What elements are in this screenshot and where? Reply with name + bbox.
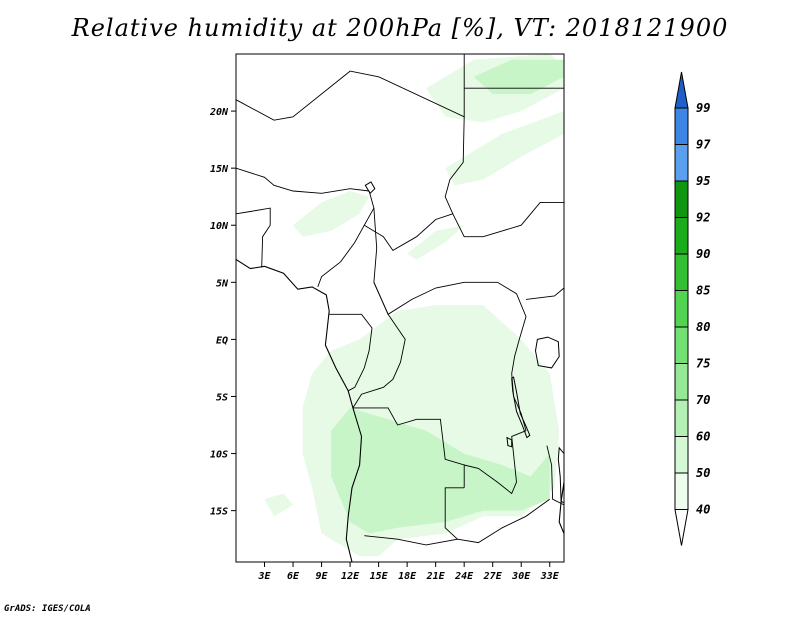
- lat-tick-label: 15S: [210, 507, 228, 518]
- colorbar-level-label: 92: [696, 211, 710, 225]
- lat-tick-label: 15N: [210, 164, 229, 175]
- colorbar-level-label: 97: [696, 138, 711, 152]
- shaded-region-southwest-fleck: [264, 493, 293, 517]
- lon-tick-label: 33E: [540, 571, 560, 582]
- colorbar-segment: [674, 399, 689, 437]
- colorbar-level-label: 85: [696, 284, 710, 298]
- lon-tick-label: 24E: [454, 571, 474, 582]
- grads-credit: GrADS: IGES/COLA: [4, 604, 91, 614]
- lake-lake-mweru: [506, 436, 513, 448]
- colorbar: 99 97 95 92 90 85 80 75 70 60 50 40: [674, 71, 711, 546]
- lake-lake-chad: [364, 181, 376, 195]
- colorbar-level-label: 75: [696, 357, 710, 371]
- lon-tick-label: 27E: [483, 571, 503, 582]
- shaded-region-southern-core: [331, 407, 550, 534]
- shaded-region-central-streak: [407, 225, 465, 260]
- lat-tick-label: 10S: [210, 450, 228, 461]
- lon-tick-label: 9E: [316, 571, 329, 582]
- colorbar-level-label: 90: [696, 247, 710, 261]
- shaded-region-northeast-streak-3: [445, 111, 564, 186]
- coastline-west-coast: [236, 259, 363, 562]
- colorbar-level-label: 95: [696, 174, 710, 188]
- lat-tick-label: 5S: [216, 392, 228, 403]
- lat-tick-label: EQ: [216, 335, 228, 346]
- lon-tick-label: 6E: [287, 571, 300, 582]
- border-algeria-niger: [236, 70, 379, 121]
- lon-tick-label: 15E: [370, 571, 389, 582]
- border-gabon-congo: [329, 313, 373, 392]
- border-south-sudan: [452, 201, 564, 238]
- colorbar-top-arrow: [674, 71, 689, 109]
- border-malawi: [546, 445, 564, 506]
- coastline-east-coast: [558, 482, 564, 534]
- colorbar-bottom-arrow: [674, 509, 689, 546]
- lake-lake-victoria: [534, 336, 560, 369]
- lon-tick-label: 30E: [511, 571, 531, 582]
- map-plot-area: [235, 53, 565, 563]
- map-frame: [235, 53, 565, 563]
- colorbar-level-label: 60: [696, 430, 710, 444]
- border-congo-drc: [352, 314, 406, 409]
- colorbar-segment: [674, 253, 689, 291]
- colorbar-level-label: 70: [696, 393, 710, 407]
- chart-title: Relative humidity at 200hPa [%], VT: 201…: [71, 14, 729, 42]
- shaded-region-west-african-patch: [293, 191, 370, 237]
- border-sahel-line: [236, 167, 370, 194]
- border-chad-sudan: [444, 116, 465, 214]
- lat-tick-label: 10N: [210, 221, 229, 232]
- border-uganda-kenya: [525, 287, 564, 300]
- colorbar-segment: [674, 217, 689, 255]
- colorbar-segment: [674, 363, 689, 401]
- lon-tick-label: 12E: [341, 571, 360, 582]
- colorbar-segment: [674, 107, 689, 145]
- lon-tick-label: 21E: [426, 571, 446, 582]
- colorbar-segment: [674, 472, 689, 510]
- border-cameroon-car: [373, 208, 389, 315]
- border-gulf-states: [236, 207, 271, 268]
- lat-tick-label: 5N: [216, 278, 229, 289]
- border-chad-car: [364, 213, 453, 251]
- border-angola-drc: [352, 407, 465, 488]
- colorbar-segment: [674, 290, 689, 328]
- lake-lake-malawi: [557, 446, 564, 504]
- border-drc-east: [497, 281, 527, 431]
- colorbar-level-label: 80: [696, 320, 710, 334]
- lake-lake-tanganyika: [511, 376, 531, 439]
- colorbar-segment: [674, 326, 689, 364]
- lon-tick-label: 18E: [398, 571, 417, 582]
- border-zambia-drc: [464, 430, 527, 495]
- colorbar-segment: [674, 180, 689, 218]
- lon-tick-label: 3E: [257, 571, 271, 582]
- shaded-region-northeast-streak-2: [473, 59, 564, 94]
- colorbar-segment: [674, 144, 689, 182]
- lat-tick-label: 20N: [209, 107, 229, 118]
- colorbar-segment: [674, 436, 689, 474]
- colorbar-level-label: 99: [696, 101, 710, 115]
- map-axes: 20N 15N 10N 5N EQ 5S 10S 15S 3E 6E 9E 12E 15E 18E 21E 2…: [209, 107, 560, 582]
- colorbar-level-label: 40: [696, 503, 710, 517]
- colorbar-level-label: 50: [696, 466, 710, 480]
- border-zambia-south: [457, 498, 550, 544]
